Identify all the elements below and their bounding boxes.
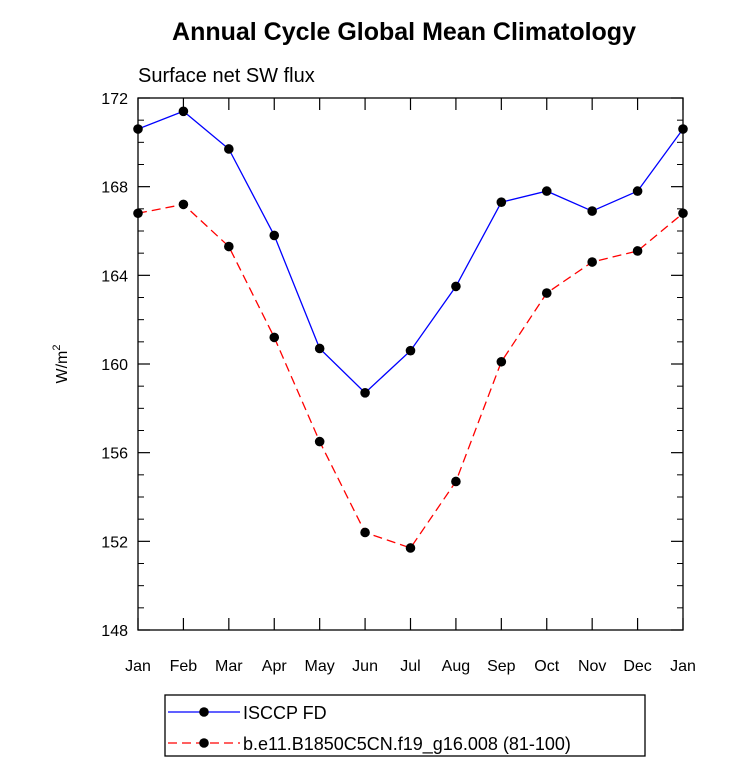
series-1-point: [587, 206, 597, 216]
y-axis-label-group: W/m2: [51, 345, 71, 384]
x-tick-label: Feb: [170, 658, 198, 675]
y-axis-label: W/m2: [51, 345, 71, 384]
x-tick-label: Jan: [125, 658, 151, 675]
series-2-point: [224, 241, 234, 252]
series-2-point: [632, 246, 643, 256]
series-1-point: [269, 230, 280, 241]
series-line-2: [137, 203, 684, 549]
y-axis-label-unit: W/m: [54, 351, 71, 384]
series-1-point: [496, 197, 507, 207]
y-tick-label: 152: [101, 534, 128, 551]
series-2-point: [360, 527, 370, 538]
legend-marker-2: [199, 738, 209, 748]
legend-box: [164, 694, 646, 757]
series-1-point: [178, 106, 189, 117]
series-2-point: [587, 257, 597, 267]
series-2-point: [269, 332, 280, 343]
series-1-point: [541, 186, 552, 196]
plot-frame: [137, 97, 684, 631]
axes: 148 152 156 160 164 168 172 Jan Feb Mar Apr May Jun J…: [101, 91, 696, 675]
x-tick-label: Sep: [487, 658, 516, 675]
series-1-point: [314, 343, 325, 354]
series-1-point: [224, 144, 234, 154]
x-tick-label: Aug: [442, 658, 470, 675]
x-tick-label: Dec: [623, 658, 651, 675]
x-tick-label: May: [305, 658, 335, 675]
series-2-point: [496, 356, 507, 367]
x-tick-label: Jun: [352, 658, 378, 675]
y-tick-label: 172: [101, 91, 128, 108]
x-tick-label: Jan: [670, 658, 696, 675]
y-axis-label-exponent: 2: [51, 345, 63, 351]
series-1-point: [451, 281, 461, 292]
x-tick-label: Jul: [400, 658, 420, 675]
legend-marker-1: [199, 707, 209, 717]
chart-subtitle: Surface net SW flux: [138, 65, 315, 87]
series-2-point: [451, 476, 461, 487]
x-tick-label: Oct: [534, 658, 559, 675]
y-tick-label: 168: [101, 180, 128, 197]
series-2-point: [314, 436, 325, 447]
chart-title: Annual Cycle Global Mean Climatology: [172, 18, 636, 46]
x-tick-label: Mar: [215, 658, 243, 675]
series-1-point: [632, 186, 643, 196]
series-2-point: [541, 288, 552, 298]
series-1-point: [360, 388, 370, 398]
legend: ISCCP FD b.e11.B1850C5CN.f19_g16.008 (81-…: [164, 694, 646, 757]
y-tick-label: 160: [101, 357, 128, 374]
series-1-point: [405, 345, 416, 356]
x-tick-label: Apr: [262, 658, 288, 675]
legend-label-1: ISCCP FD: [243, 703, 327, 723]
series-2-point: [405, 543, 416, 553]
x-tick-label: Nov: [578, 658, 606, 675]
y-tick-label: 148: [101, 623, 128, 640]
y-tick-label: 156: [101, 446, 128, 463]
legend-label-2: b.e11.B1850C5CN.f19_g16.008 (81-100): [243, 734, 571, 755]
y-tick-label: 164: [101, 268, 128, 285]
series-2-point: [178, 199, 189, 210]
series-layer: [133, 106, 688, 553]
